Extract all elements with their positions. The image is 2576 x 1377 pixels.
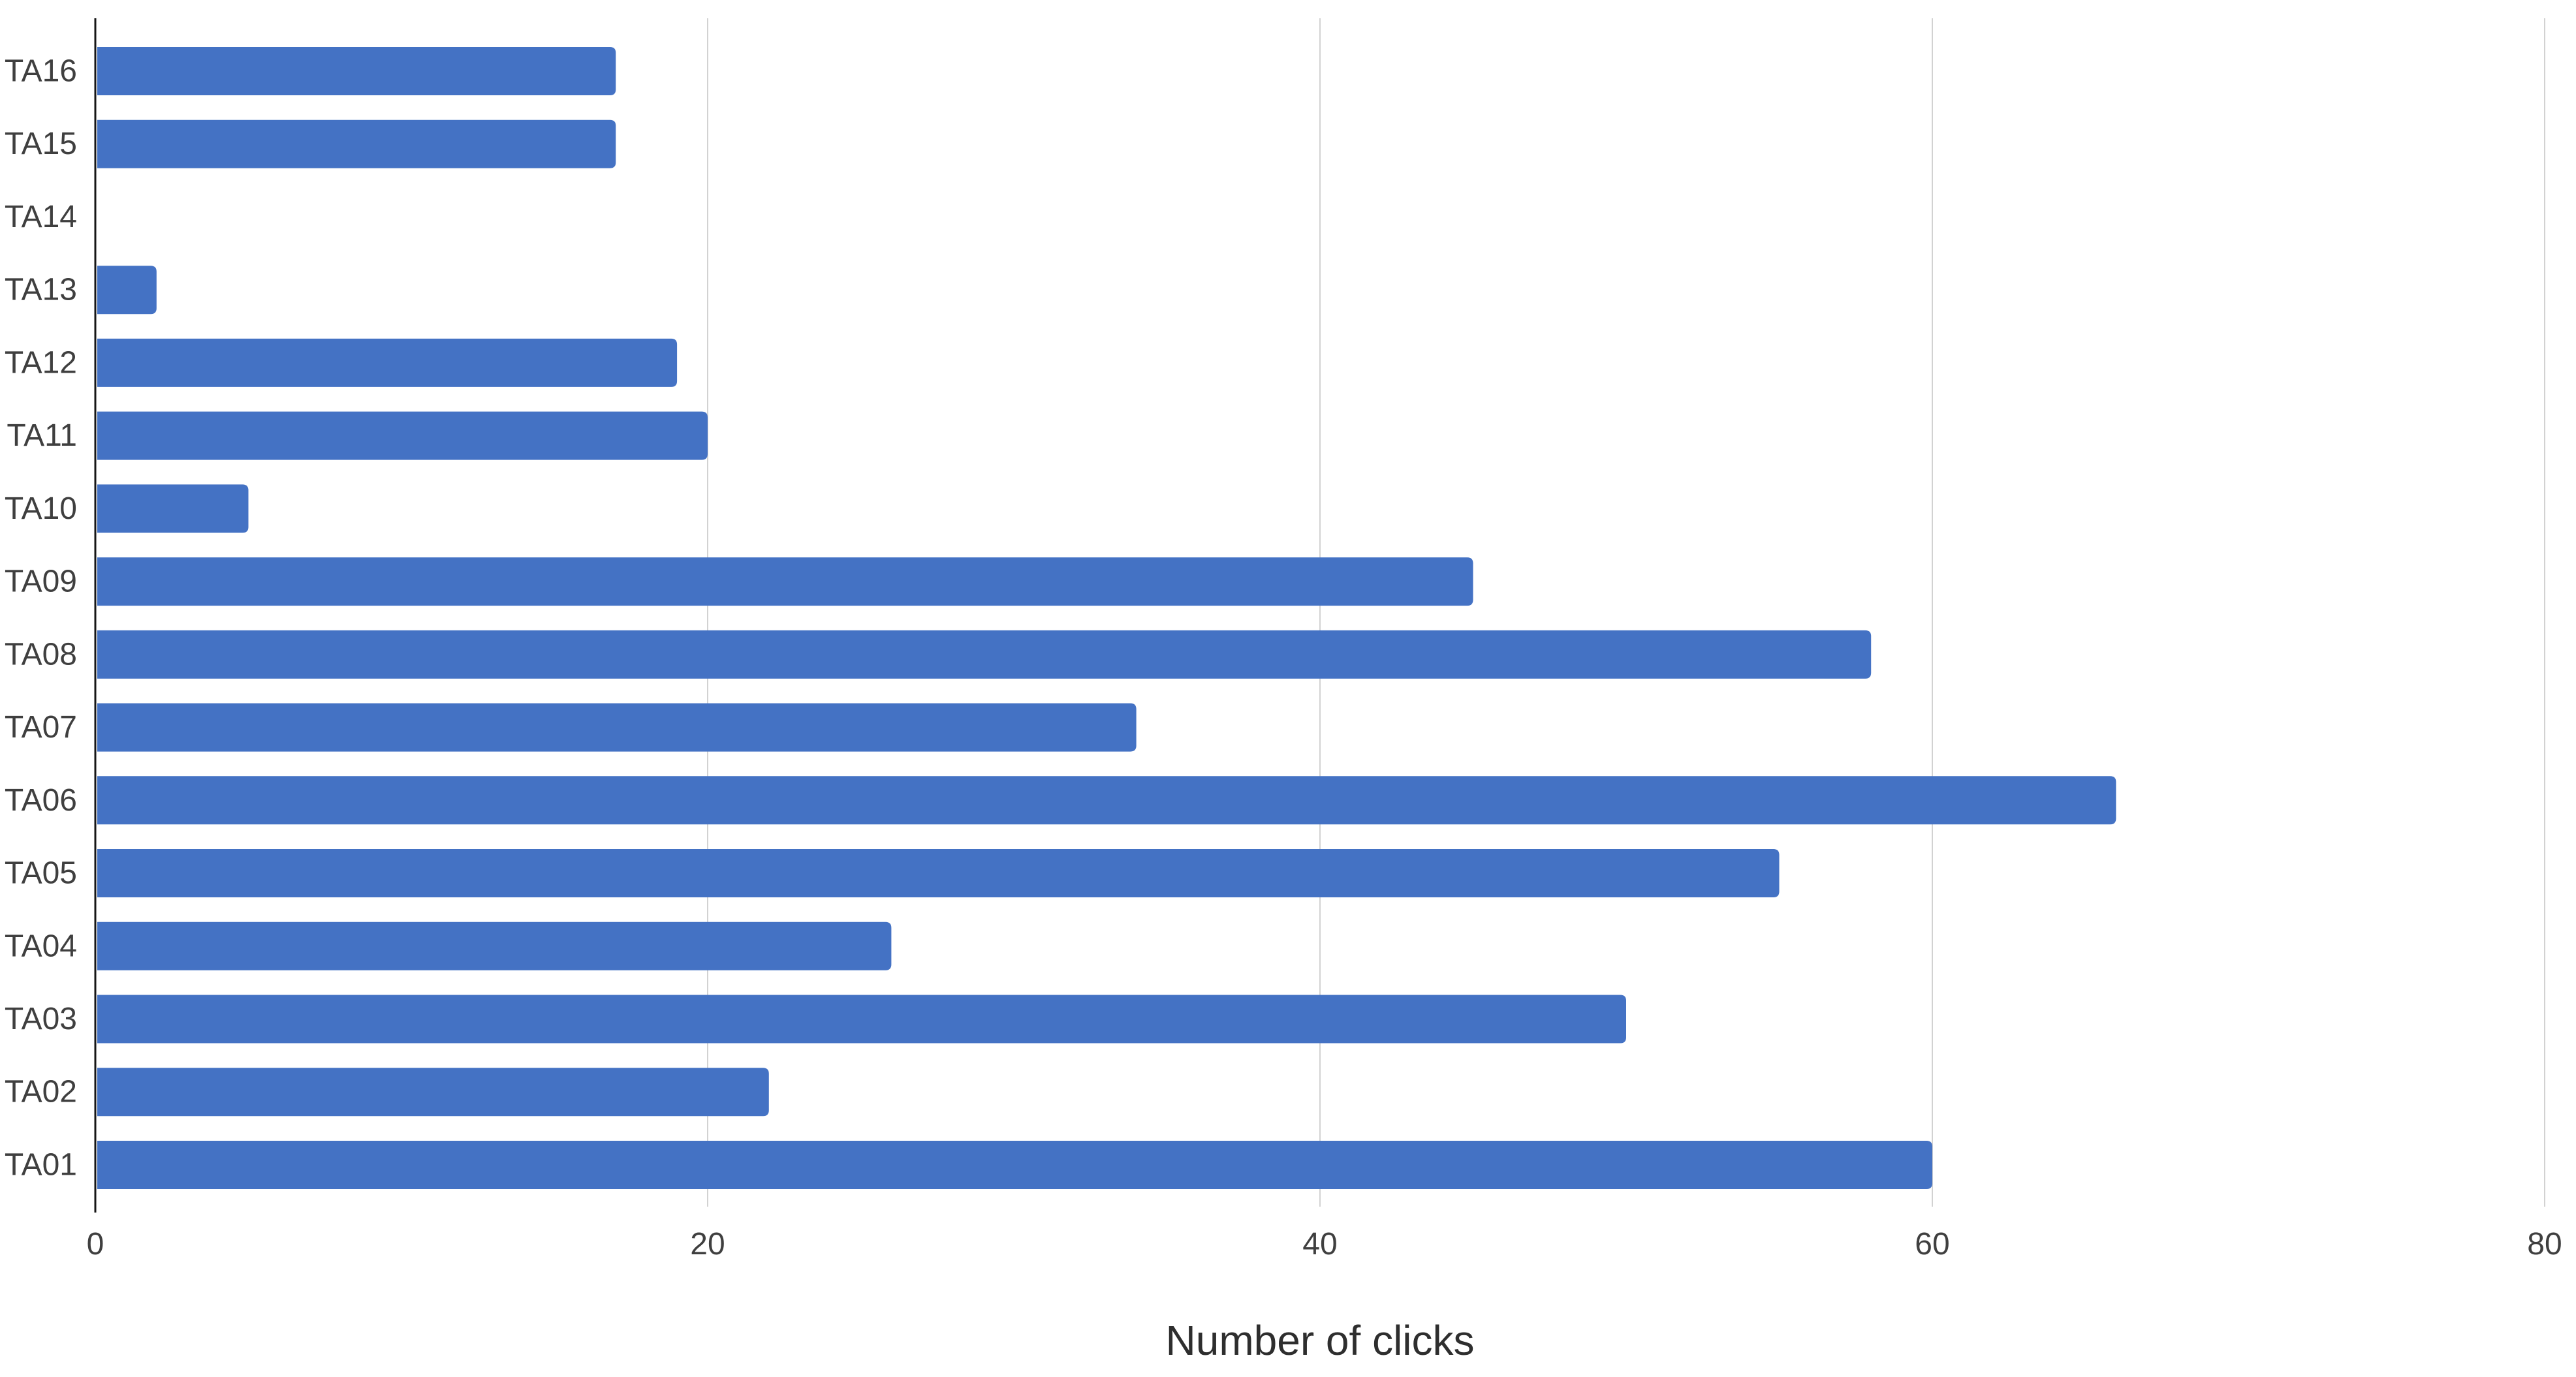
category-labels-group: TA16 TA15 TA14 TA13 TA12 TA11 TA10 TA09 TA08 TA07… [5, 54, 77, 1183]
bar [97, 557, 1473, 606]
category-label: TA13 [5, 273, 77, 307]
bar [97, 849, 1780, 898]
bar [97, 703, 1137, 752]
bar [97, 1140, 1932, 1189]
bar [97, 921, 892, 970]
category-label: TA01 [5, 1147, 77, 1182]
x-axis-title: Number of clicks [1166, 1317, 1475, 1364]
category-label: TA05 [5, 856, 77, 891]
category-label: TA07 [5, 710, 77, 745]
bar [97, 995, 1626, 1044]
category-label: TA16 [5, 54, 77, 89]
bar [97, 1068, 769, 1117]
bar [97, 338, 678, 387]
bar [97, 119, 616, 168]
bar [97, 411, 708, 460]
x-tick-label: 0 [87, 1227, 104, 1261]
x-tick-label: 20 [690, 1227, 725, 1261]
bar [97, 484, 249, 533]
bar [97, 47, 616, 95]
category-label: TA12 [5, 345, 77, 380]
bars-group [97, 47, 2116, 1189]
bar [97, 266, 157, 315]
category-label: TA06 [5, 783, 77, 818]
x-tick-label: 80 [2527, 1227, 2562, 1261]
bar [97, 630, 1872, 679]
category-label: TA04 [5, 929, 77, 963]
category-label: TA09 [5, 565, 77, 599]
x-tick-label: 40 [1302, 1227, 1337, 1261]
category-label: TA03 [5, 1002, 77, 1036]
category-label: TA08 [5, 637, 77, 672]
category-label: TA10 [5, 491, 77, 526]
category-label: TA15 [5, 127, 77, 161]
category-label: TA02 [5, 1075, 77, 1109]
tick-labels-group: 0 20 40 60 80 [87, 1227, 2562, 1261]
bar [97, 776, 2116, 825]
x-tick-label: 60 [1915, 1227, 1949, 1261]
category-label: TA11 [7, 418, 77, 453]
category-label: TA14 [5, 200, 77, 234]
